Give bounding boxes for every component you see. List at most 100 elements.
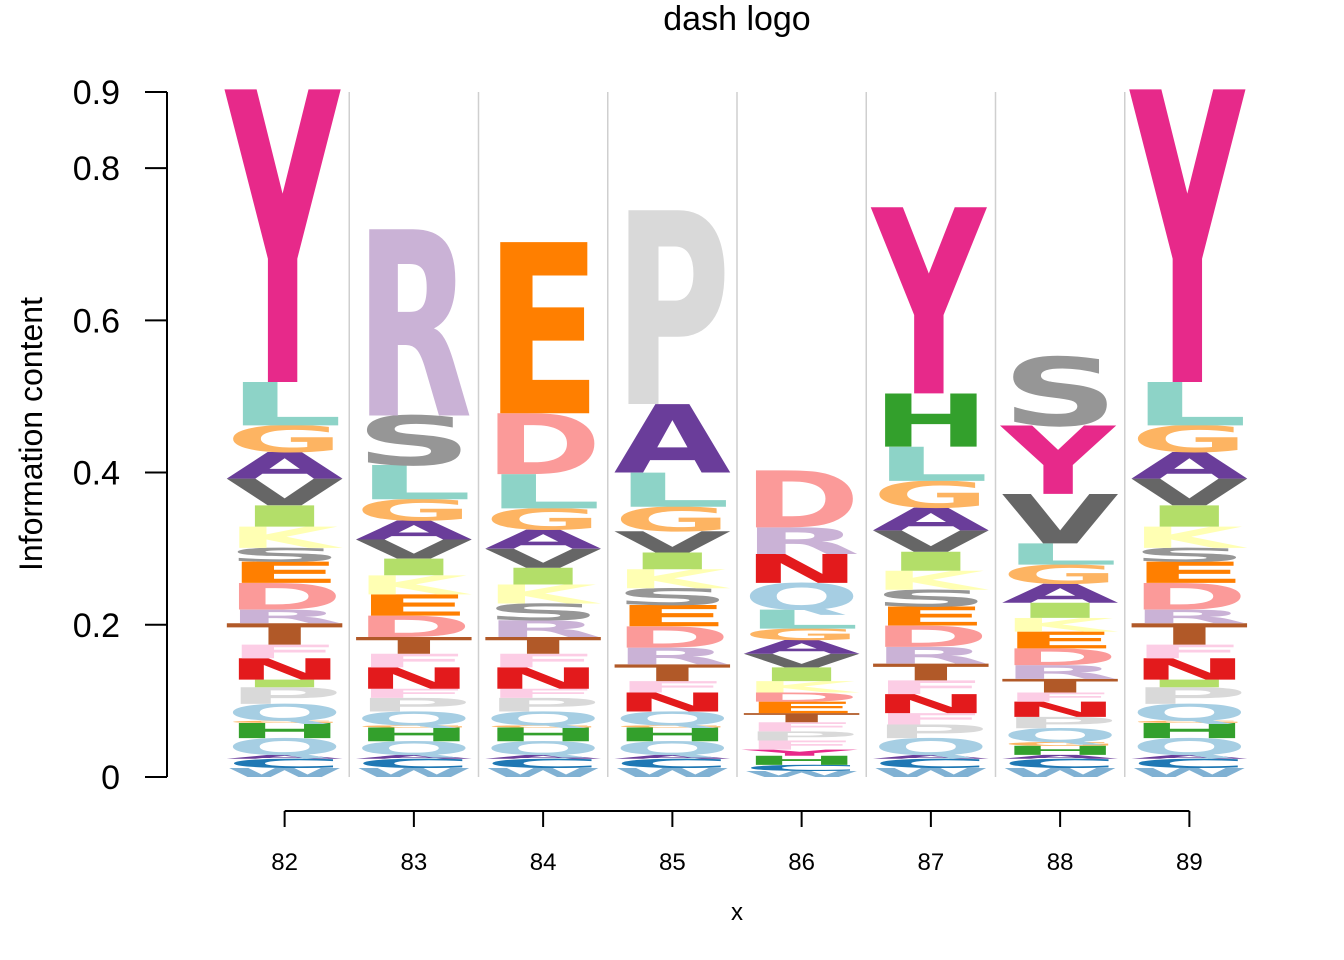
y-tick-label: 0	[101, 759, 120, 797]
logo-letter-D: D	[226, 576, 343, 618]
x-tick-label: 88	[1047, 849, 1074, 876]
logo-letter-N: N	[1002, 698, 1119, 722]
logo-letter-F: F	[872, 710, 989, 728]
logo-letter-G: G	[872, 474, 989, 517]
logo-letter-D: D	[485, 397, 602, 494]
logo-letter-A: A	[872, 501, 990, 538]
x-axis-label: x	[731, 899, 743, 926]
logo-letter-S: S	[485, 599, 602, 626]
logo-letter-Q: Q	[614, 708, 731, 730]
logo-letter-T: T	[1131, 618, 1248, 652]
logo-letter-W: W	[614, 765, 731, 780]
logo-letter-S: S	[355, 402, 472, 481]
logo-letter-N: N	[226, 652, 343, 686]
logo-letter-C: C	[1131, 756, 1248, 771]
logo-letter-P: P	[226, 683, 343, 710]
logo-letter-H: H	[226, 719, 343, 743]
logo-letter-C: C	[226, 756, 343, 771]
logo-letter-A: A	[1002, 578, 1119, 608]
logo-letter-I: I	[1131, 678, 1248, 690]
logo-letter-K: K	[1131, 521, 1249, 555]
logo-letter-G: G	[226, 418, 343, 461]
logo-letter-C: C	[485, 756, 602, 771]
logo-letter-W: W	[355, 765, 472, 780]
logo-letter-F: F	[226, 641, 343, 663]
logo-letter-H: H	[614, 724, 731, 746]
logo-letter-I: I	[1131, 499, 1248, 533]
logo-letter-C: C	[614, 756, 731, 771]
logo-letter-Y: Y	[224, 9, 341, 477]
logo-letter-F: F	[614, 678, 731, 696]
logo-letter-E: E	[226, 556, 343, 590]
logo-letter-Q: Q	[743, 576, 860, 619]
logo-letter-K: K	[1002, 614, 1120, 636]
logo-letter-S: S	[1002, 339, 1119, 448]
logo-letter-E: E	[485, 196, 602, 469]
logo-letter-F: F	[355, 650, 472, 672]
logo-letter-H: H	[485, 724, 602, 746]
logo-letter-P: P	[743, 729, 860, 744]
logo-letter-V: V	[1002, 480, 1119, 559]
logo-letter-W: W	[226, 765, 343, 780]
logo-letter-Q: Q	[872, 734, 989, 761]
logo-letter-H: H	[743, 753, 860, 767]
y-axis: 0 0.2 0.4 0.6 0.8 0.9	[73, 74, 168, 797]
logo-letter-H: H	[1002, 743, 1119, 757]
logo-letter-T: T	[614, 660, 731, 687]
logo-letter-S: S	[614, 584, 731, 611]
logo-letter-E: E	[355, 589, 472, 623]
logo-letter-Y: Y	[870, 156, 987, 454]
logo-letter-K: K	[485, 579, 602, 610]
logo-letter-A: A	[485, 524, 602, 554]
logo-letter-P: P	[355, 694, 472, 716]
logo-letter-V: V	[1131, 471, 1248, 513]
logo-letter-I: I	[226, 678, 343, 690]
logo-letter-R: R	[872, 642, 989, 669]
logo-letter-T: T	[226, 618, 343, 652]
logo-letter-G: G	[355, 725, 472, 729]
logo-letter-A: A	[614, 385, 731, 494]
logo-letter-C: C	[872, 756, 989, 771]
logo-letter-A: A	[226, 754, 343, 760]
logo-letter-W: W	[485, 765, 602, 780]
logo-letter-Q: Q	[355, 738, 472, 760]
column-separators	[348, 92, 1126, 777]
y-tick-label: 0.8	[73, 150, 120, 188]
letter-stacks: WCAQHGQPINFTRDESKIVAGLYWCAQHGQPFNFTDEKIV…	[224, 9, 1249, 780]
logo-letter-A: A	[743, 636, 860, 658]
x-tick-label: 83	[401, 849, 428, 876]
logo-letter-F: F	[743, 738, 860, 753]
logo-letter-P: P	[872, 721, 989, 743]
logo-letter-S: S	[1131, 544, 1248, 566]
logo-letter-S: S	[872, 585, 989, 612]
x-tick-label: 89	[1176, 849, 1203, 876]
logo-letter-I: I	[226, 499, 343, 533]
logo-letter-Q: Q	[485, 738, 602, 760]
logo-letter-L: L	[226, 371, 343, 440]
logo-letter-Q: Q	[614, 738, 731, 760]
logo-letter-K: K	[872, 565, 989, 596]
logo-letter-F: F	[1002, 690, 1119, 705]
logo-letter-G: G	[226, 720, 343, 724]
logo-letter-G: G	[485, 725, 602, 729]
logo-letter-K: K	[226, 521, 344, 555]
logo-letter-L: L	[872, 437, 989, 492]
logo-letter-L: L	[355, 456, 472, 511]
logo-letter-V: V	[872, 525, 989, 559]
logo-letter-G: G	[355, 494, 472, 528]
logo-letter-G: G	[1131, 418, 1248, 461]
logo-letter-D: D	[872, 620, 989, 654]
logo-letter-D: D	[1131, 576, 1248, 618]
logo-letter-R: R	[614, 643, 731, 670]
logo-letter-A: A	[1131, 445, 1248, 487]
logo-letter-L: L	[743, 604, 860, 634]
logo-letter-F: F	[743, 720, 860, 735]
logo-letter-V: V	[743, 650, 860, 672]
logo-letter-H: H	[1131, 719, 1248, 743]
logo-letter-A: A	[1131, 754, 1248, 760]
